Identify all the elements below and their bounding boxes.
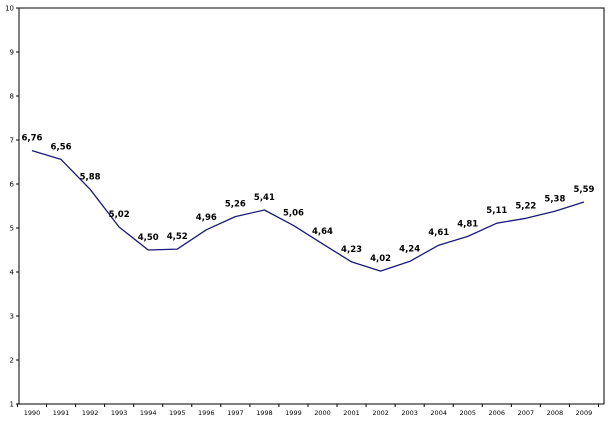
y-tick-label: 3 xyxy=(10,313,14,321)
x-tick-label: 1994 xyxy=(140,409,157,417)
y-tick-label: 4 xyxy=(10,269,15,277)
y-tick-label: 6 xyxy=(10,181,15,189)
data-label: 5,26 xyxy=(225,200,246,210)
x-tick-label: 1999 xyxy=(285,409,302,417)
data-label: 5,38 xyxy=(544,194,565,204)
x-tick-label: 1990 xyxy=(24,409,41,417)
series-line xyxy=(31,149,585,272)
data-labels: 6,76 6,56 5,88 5,02 4,50 4,52 4,96 5,26 5,41 5,06… xyxy=(22,134,595,265)
y-tick-label: 9 xyxy=(10,49,14,57)
data-label: 4,61 xyxy=(428,228,449,238)
y-tick-label: 5 xyxy=(10,225,14,233)
data-label: 4,81 xyxy=(457,219,478,229)
x-tick-label: 2008 xyxy=(547,409,564,417)
data-label: 4,64 xyxy=(312,227,333,237)
y-axis-ticks: 1 2 3 4 5 6 7 8 9 10 xyxy=(5,5,19,409)
data-label: 5,11 xyxy=(486,206,507,216)
data-label: 4,02 xyxy=(370,254,391,264)
x-tick-label: 2009 xyxy=(576,409,593,417)
x-tick-label: 1995 xyxy=(169,409,186,417)
x-tick-label: 2004 xyxy=(430,409,447,417)
data-label: 5,06 xyxy=(283,208,304,218)
data-label: 4,23 xyxy=(341,245,362,255)
data-label: 4,50 xyxy=(138,233,159,243)
x-tick-label: 1998 xyxy=(256,409,273,417)
data-label: 6,76 xyxy=(22,134,43,144)
x-tick-label: 2005 xyxy=(459,409,476,417)
x-tick-label: 1996 xyxy=(198,409,215,417)
series xyxy=(31,149,585,272)
data-label: 5,22 xyxy=(515,201,536,211)
y-tick-label: 10 xyxy=(5,5,14,13)
data-label: 5,02 xyxy=(109,210,130,220)
x-axis-ticks: 1990 1991 1992 1993 1994 1995 1996 1997 1998 1999… xyxy=(16,404,599,417)
x-tick-label: 2001 xyxy=(343,409,360,417)
x-tick-label: 2007 xyxy=(518,409,535,417)
data-label: 4,24 xyxy=(399,244,420,254)
x-tick-label: 2002 xyxy=(372,409,389,417)
plot-frame xyxy=(18,7,605,405)
data-label: 6,56 xyxy=(51,142,72,152)
data-label: 4,52 xyxy=(167,232,188,242)
x-tick-label: 1992 xyxy=(82,409,99,417)
data-label: 4,96 xyxy=(196,213,217,223)
x-tick-label: 1993 xyxy=(111,409,128,417)
y-tick-label: 7 xyxy=(10,137,14,145)
data-label: 5,41 xyxy=(254,193,275,203)
y-tick-label: 2 xyxy=(10,357,14,365)
axes xyxy=(18,7,605,405)
x-tick-label: 1997 xyxy=(227,409,244,417)
x-tick-label: 2006 xyxy=(489,409,506,417)
data-label: 5,59 xyxy=(573,185,594,195)
x-tick-label: 2003 xyxy=(401,409,418,417)
x-tick-label: 1991 xyxy=(53,409,70,417)
x-tick-label: 2000 xyxy=(314,409,331,417)
data-label: 5,88 xyxy=(80,172,101,182)
y-tick-label: 8 xyxy=(10,93,14,101)
y-tick-label: 1 xyxy=(10,401,14,409)
